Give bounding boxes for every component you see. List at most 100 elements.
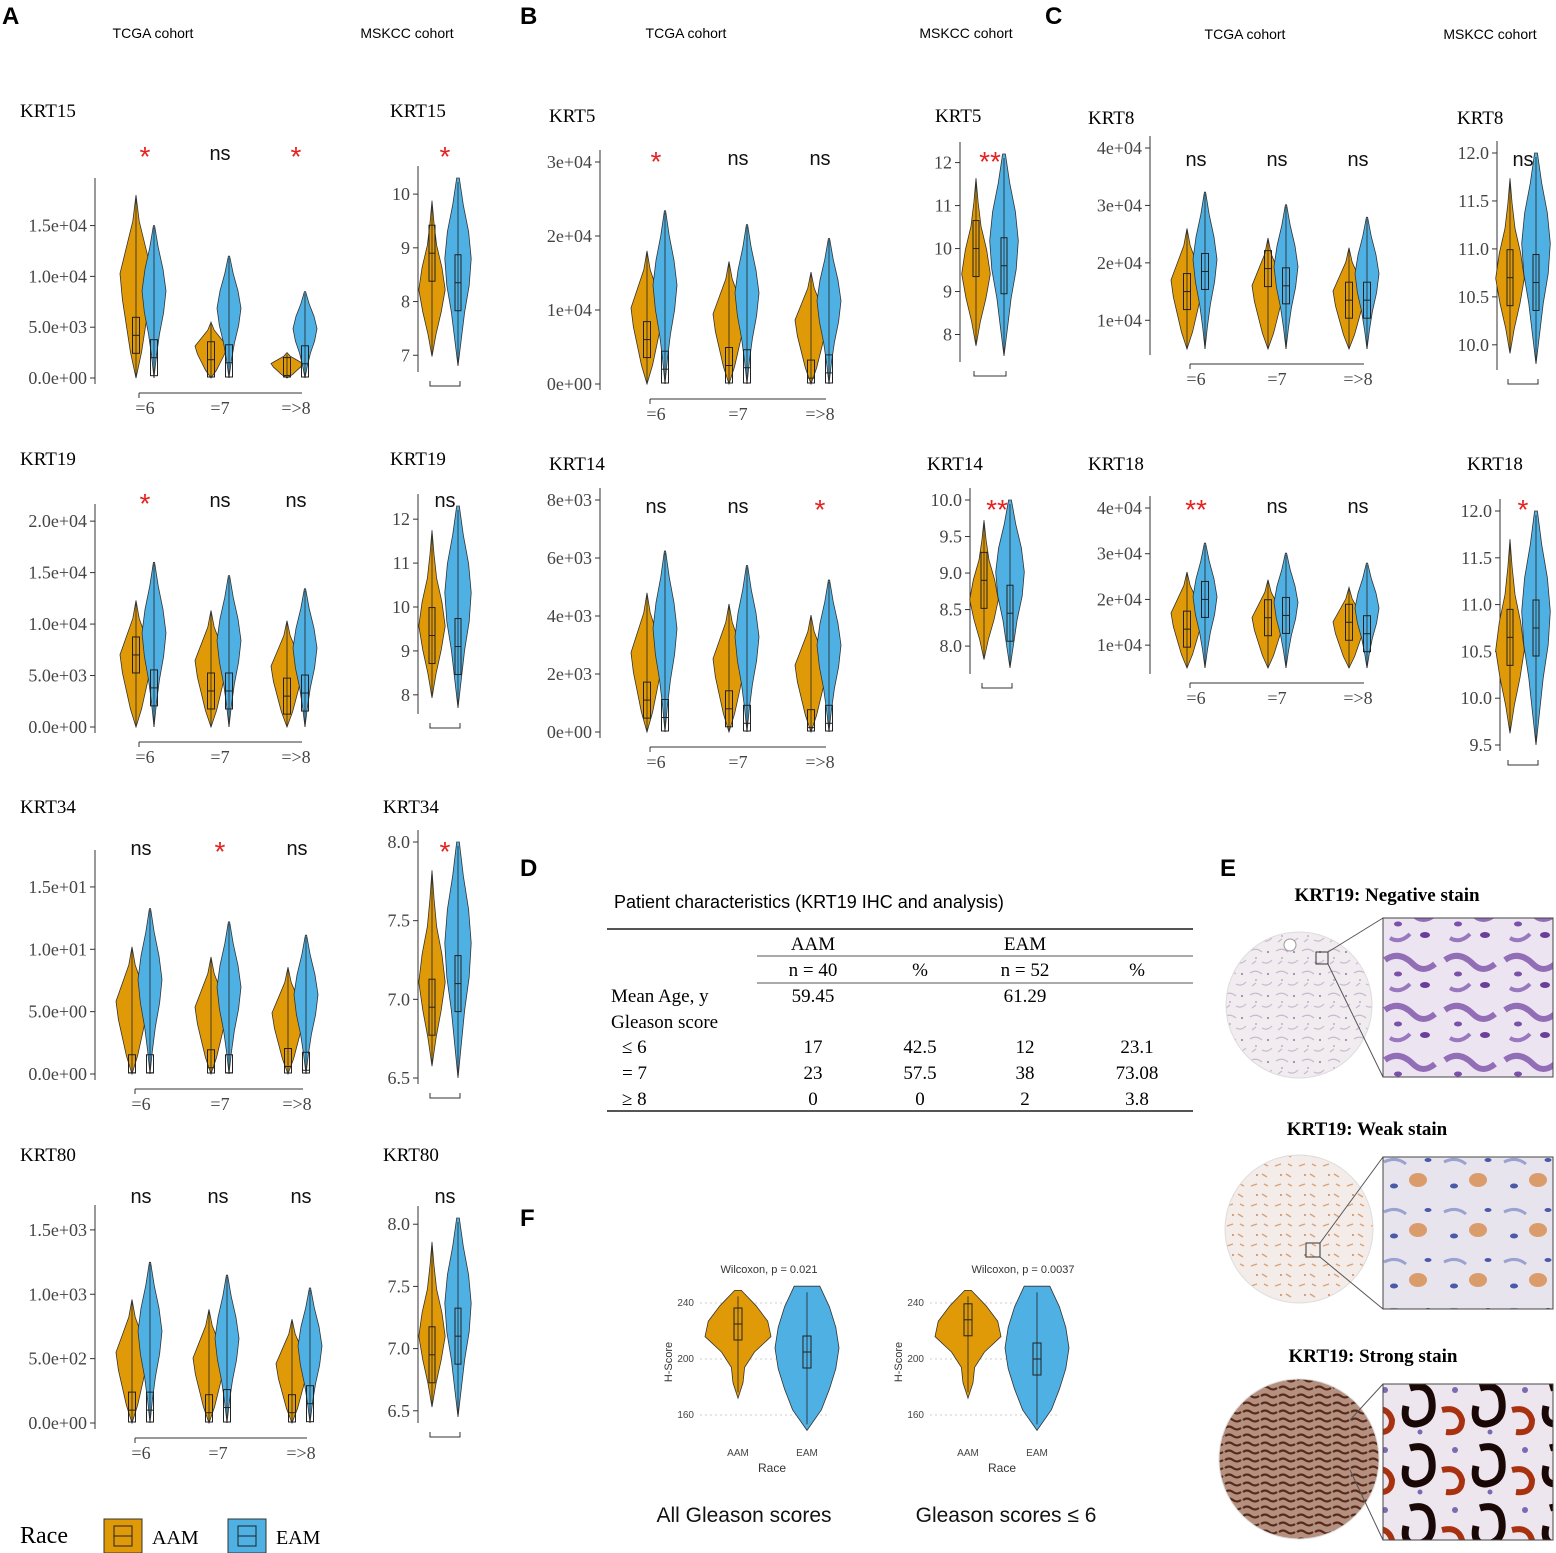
- x-bracket: [429, 723, 461, 729]
- x-tick-label: =7: [1267, 369, 1286, 389]
- significance-label: ns: [1185, 149, 1206, 171]
- y-tick-label: 7.0: [388, 989, 411, 1009]
- y-tick-label: 0.0e+00: [28, 1413, 87, 1433]
- table-cell: 3.8: [1125, 1089, 1149, 1110]
- legend-label-aam: AAM: [152, 1527, 199, 1549]
- ihc-weak-zoom: [1382, 1156, 1554, 1310]
- chart-krt5-tcga: KRT5 0e+00 1e+04 2e+04 3e+04 * =6 ns =7 ns =>8: [547, 106, 842, 424]
- y-tick-label: 160: [907, 1410, 924, 1421]
- chart-krt15-mskcc: KRT15 7 8 9 10 *: [390, 101, 472, 387]
- ihc-strong-connector-top: [1349, 1383, 1384, 1421]
- y-tick-label: 6e+03: [547, 548, 592, 568]
- y-axis-title: H-Score: [893, 1342, 905, 1382]
- y-tick-label: 0e+00: [547, 374, 592, 394]
- y-tick-label: 10.5: [1458, 287, 1490, 307]
- gene-label: KRT80: [20, 1145, 76, 1166]
- significance-label: *: [815, 494, 826, 525]
- ihc-strong-connector-bottom: [1349, 1469, 1384, 1541]
- y-tick-label: 8: [401, 292, 410, 312]
- eam-box: [661, 350, 669, 384]
- significance-label: **: [1185, 494, 1207, 525]
- gene-label: KRT19: [20, 449, 76, 470]
- y-tick-label: 5.0e+00: [28, 1002, 87, 1022]
- ihc-strong-core: [1218, 1378, 1380, 1540]
- y-tick-label: 0.0e+00: [28, 717, 87, 737]
- legend-title: Race: [20, 1523, 68, 1549]
- y-tick-label: 9.0: [940, 563, 963, 583]
- y-tick-label: 2e+03: [547, 664, 592, 684]
- aam-box: [807, 359, 815, 384]
- x-tick-label: =6: [1186, 688, 1205, 708]
- y-tick-label: 240: [907, 1298, 924, 1309]
- y-tick-label: 2e+04: [1097, 253, 1142, 273]
- y-tick-label: 0.0e+00: [28, 1064, 87, 1084]
- chart-krt18-mskcc: KRT18 9.5 10.0 10.5 11.0 11.5 12.0 *: [1461, 454, 1551, 766]
- gene-label: KRT15: [20, 101, 76, 122]
- y-tick-label: 6.5: [388, 1401, 411, 1421]
- ihc-title-weak: KRT19: Weak stain: [1287, 1119, 1448, 1140]
- x-tick-label: =>8: [805, 752, 834, 772]
- y-tick-label: 9.5: [1470, 735, 1493, 755]
- table-sub-pct-aam: %: [912, 960, 928, 981]
- ihc-title-strong: KRT19: Strong stain: [1289, 1346, 1458, 1367]
- y-tick-label: 3e+04: [1097, 195, 1142, 215]
- header-c-mskcc: MSKCC cohort: [1443, 26, 1536, 42]
- table-row-label: Gleason score: [611, 1012, 718, 1033]
- y-tick-label: 3e+04: [547, 152, 592, 172]
- eam-box: [743, 349, 751, 384]
- gene-label: KRT80: [383, 1145, 439, 1166]
- eam-box: [225, 344, 233, 378]
- x-tick-label: =7: [210, 398, 229, 418]
- x-tick-label: =>8: [281, 398, 310, 418]
- table-cell: 61.29: [1004, 986, 1047, 1007]
- y-tick-label: 7.5: [388, 911, 411, 931]
- wilcoxon-title: Wilcoxon, p = 0.021: [721, 1264, 818, 1276]
- eam-box: [223, 1389, 231, 1423]
- significance-label: **: [979, 146, 1001, 177]
- x-tick-label: =7: [210, 747, 229, 767]
- x-bracket: [1507, 379, 1539, 385]
- table-group-aam: AAM: [791, 934, 835, 955]
- caption: All Gleason scores: [656, 1504, 831, 1527]
- y-tick-label: 0.0e+00: [28, 368, 87, 388]
- significance-label: ns: [207, 1186, 228, 1208]
- x-tick-label: EAM: [796, 1448, 818, 1459]
- x-tick-label: =>8: [805, 404, 834, 424]
- table-cell: 0: [915, 1089, 925, 1110]
- x-bracket: [429, 381, 461, 387]
- chart-krt15-tcga: KRT15 0.0e+00 5.0e+03 1.0e+04 1.5e+04 * =6 ns =7…: [20, 101, 318, 418]
- chart-krt14-mskcc: KRT14 8.0 8.5 9.0 9.5 10.0 **: [927, 454, 1025, 689]
- y-tick-label: 9: [401, 641, 410, 661]
- significance-label: ns: [809, 148, 830, 170]
- x-tick-label: =6: [131, 1443, 150, 1463]
- significance-label: *: [291, 141, 302, 172]
- gene-label: KRT19: [390, 449, 446, 470]
- significance-label: ns: [727, 496, 748, 518]
- y-tick-label: 6.5: [388, 1068, 411, 1088]
- wilcoxon-title: Wilcoxon, p = 0.0037: [971, 1264, 1074, 1276]
- x-bracket: [1507, 760, 1539, 766]
- table-cell: 59.45: [792, 986, 835, 1007]
- significance-label: *: [1518, 494, 1529, 525]
- gene-label: KRT14: [927, 454, 983, 475]
- table-row-label: ≤ 6: [622, 1037, 647, 1058]
- table-row-label: Mean Age, y: [611, 986, 709, 1007]
- significance-label: ns: [434, 1186, 455, 1208]
- header-c-tcga: TCGA cohort: [1205, 26, 1286, 42]
- header-b-tcga: TCGA cohort: [646, 25, 727, 41]
- table-row-label: ≥ 8: [622, 1089, 647, 1110]
- y-tick-label: 7.0: [388, 1339, 411, 1359]
- significance-label: ns: [209, 143, 230, 165]
- legend: Race AAM EAM: [20, 1518, 321, 1553]
- gene-label: KRT18: [1088, 454, 1144, 475]
- x-tick-label: =7: [1267, 688, 1286, 708]
- eam-box: [146, 1391, 154, 1423]
- y-tick-label: 7.5: [388, 1276, 411, 1296]
- y-tick-label: 10.0: [931, 490, 963, 510]
- aam-box: [288, 1394, 296, 1423]
- x-tick-label: =7: [728, 404, 747, 424]
- y-tick-label: 12: [934, 153, 952, 173]
- table-cell: 38: [1016, 1063, 1035, 1084]
- significance-label: *: [440, 141, 451, 172]
